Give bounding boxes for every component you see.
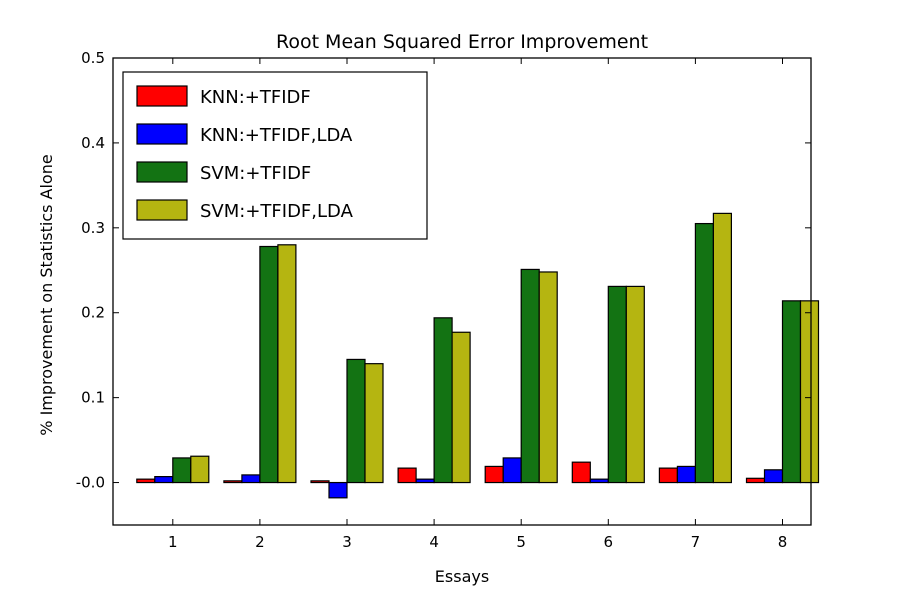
x-tick-label: 3 <box>342 533 352 551</box>
y-tick-label: 0.2 <box>81 304 105 322</box>
bar-knn-tfidf-lda-essay-4 <box>415 478 435 484</box>
x-tick-label: 1 <box>168 533 178 551</box>
y-tick-label: -0.0 <box>76 474 105 492</box>
bar-svm-tfidf-essay-3 <box>346 358 366 484</box>
legend-label: KNN:+TFIDF <box>200 87 311 108</box>
bar-svm-tfidf-essay-2 <box>259 245 279 484</box>
bar-svm-tfidf-lda-essay-6 <box>625 285 645 484</box>
bar-svm-tfidf-essay-6 <box>607 285 627 484</box>
bar-knn-tfidf-essay-1 <box>136 478 156 484</box>
bar-knn-tfidf-lda-essay-7 <box>676 465 697 484</box>
bar-svm-tfidf-essay-4 <box>433 317 453 484</box>
bar-knn-tfidf-essay-7 <box>658 467 679 484</box>
bar-knn-tfidf-lda-essay-6 <box>589 478 609 484</box>
bar-svm-tfidf-essay-8 <box>781 300 802 484</box>
y-tick-label: 0.1 <box>81 389 105 407</box>
legend-label: SVM:+TFIDF,LDA <box>200 201 354 222</box>
bar-knn-tfidf-essay-4 <box>397 467 417 484</box>
bar-svm-tfidf-lda-essay-5 <box>538 271 558 484</box>
x-tick-label: 6 <box>604 533 614 551</box>
plot-frame <box>112 57 812 526</box>
bar-knn-tfidf-essay-8 <box>745 477 766 484</box>
x-tick-label: 2 <box>255 533 265 551</box>
x-tick-label: 4 <box>429 533 439 551</box>
bar-svm-tfidf-lda-essay-8 <box>799 300 820 484</box>
bar-svm-tfidf-lda-essay-2 <box>277 244 297 484</box>
y-ticks: -0.0 0.1 0.2 0.3 0.4 0.5 <box>76 49 811 492</box>
bar-svm-tfidf-lda-essay-7 <box>712 212 733 484</box>
legend-swatch <box>136 123 188 145</box>
y-tick-label: 0.5 <box>81 49 105 67</box>
bar-svm-tfidf-essay-5 <box>520 268 540 484</box>
bar-knn-tfidf-lda-essay-2 <box>241 474 261 484</box>
bar-svm-tfidf-lda-essay-1 <box>190 455 210 484</box>
bar-knn-tfidf-lda-essay-1 <box>154 476 174 484</box>
x-tick-label: 5 <box>516 533 526 551</box>
chart-title: Root Mean Squared Error Improvement <box>276 31 648 53</box>
bar-svm-tfidf-lda-essay-4 <box>451 331 471 484</box>
legend-label: SVM:+TFIDF <box>200 163 311 184</box>
bar-knn-tfidf-lda-essay-8 <box>763 469 784 484</box>
bar-knn-tfidf-lda-essay-5 <box>502 457 522 484</box>
legend: KNN:+TFIDF KNN:+TFIDF,LDA SVM:+TFIDF SVM:+T… <box>122 71 428 240</box>
bar-knn-tfidf-lda-essay-3 <box>328 481 348 499</box>
x-axis-label: Essays <box>435 567 489 586</box>
legend-swatch <box>136 161 188 183</box>
bar-svm-tfidf-essay-1 <box>172 457 192 484</box>
y-axis-label: % Improvement on Statistics Alone <box>37 154 56 435</box>
legend-swatch <box>136 199 188 221</box>
legend-label: KNN:+TFIDF,LDA <box>200 125 353 146</box>
bar-svm-tfidf-lda-essay-3 <box>364 363 384 484</box>
x-tick-label: 7 <box>691 533 701 551</box>
bar-knn-tfidf-essay-2 <box>223 480 243 484</box>
bar-knn-tfidf-essay-6 <box>571 461 591 484</box>
bar-knn-tfidf-essay-3 <box>310 480 330 484</box>
bars-group <box>136 212 820 499</box>
bar-svm-tfidf-essay-7 <box>694 222 715 484</box>
y-tick-label: 0.4 <box>81 134 105 152</box>
x-ticks: 1 2 3 4 5 6 7 8 <box>168 58 787 551</box>
legend-swatch <box>136 85 188 107</box>
x-tick-label: 8 <box>778 533 788 551</box>
y-tick-label: 0.3 <box>81 219 105 237</box>
bar-knn-tfidf-essay-5 <box>484 465 504 484</box>
